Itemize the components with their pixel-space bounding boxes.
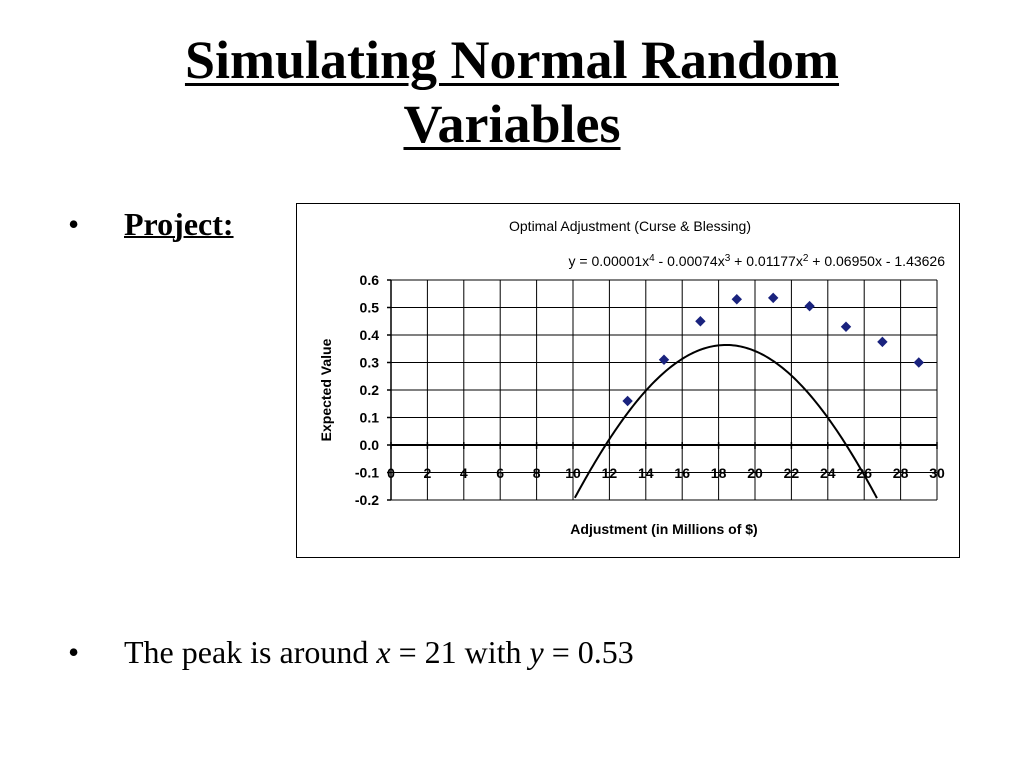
slide-title-line1: Simulating Normal Random xyxy=(184,30,840,90)
chart-grid xyxy=(390,279,938,501)
data-point xyxy=(913,357,925,368)
y-tick-label: -0.2 xyxy=(355,492,379,508)
y-tick-label: 0.2 xyxy=(360,382,380,398)
slide-title: Simulating Normal Random Variables xyxy=(0,28,1024,156)
x-tick-label: 18 xyxy=(711,465,727,481)
chart-frame: Optimal Adjustment (Curse & Blessing) y … xyxy=(296,203,960,558)
bullet-project-text: Project: xyxy=(124,206,234,242)
x-tick-label: 4 xyxy=(460,465,468,481)
chart-title: Optimal Adjustment (Curse & Blessing) xyxy=(509,218,751,234)
x-tick-labels: 0 2 4 6 8 10 12 14 16 18 20 22 24 26 28 30 xyxy=(387,465,945,481)
peak-var-y: y xyxy=(529,634,544,670)
data-point xyxy=(731,294,743,305)
peak-text-prefix: The peak is around xyxy=(124,634,377,670)
bullet-peak: • The peak is around x = 21 with y = 0.53 xyxy=(68,634,634,670)
x-tick-label: 30 xyxy=(929,465,945,481)
y-tick-label: 0.3 xyxy=(360,355,380,371)
y-tick-label: 0.4 xyxy=(360,327,380,343)
data-point xyxy=(695,316,706,327)
x-tick-label: 8 xyxy=(533,465,541,481)
y-tick-label: 0.1 xyxy=(360,410,380,426)
expected-value-chart: Optimal Adjustment (Curse & Blessing) y … xyxy=(318,218,946,537)
trendline-equation: y = 0.00001x4 - 0.00074x3 + 0.01177x2 + … xyxy=(569,253,946,270)
x-tick-label: 0 xyxy=(387,465,395,481)
data-point xyxy=(877,336,888,348)
x-tick-label: 22 xyxy=(784,465,800,481)
x-tick-label: 28 xyxy=(893,465,909,481)
y-tick-labels: 0.6 0.5 0.4 0.3 0.2 0.1 0.0 -0.1 -0.2 xyxy=(355,272,379,508)
x-tick-label: 6 xyxy=(496,465,504,481)
x-tick-label: 14 xyxy=(638,465,654,481)
x-tick-label: 2 xyxy=(424,465,432,481)
bullet-marker: • xyxy=(68,206,80,242)
peak-text-mid: = 21 with xyxy=(390,634,530,670)
x-tick-label: 16 xyxy=(674,465,690,481)
bullet-marker: • xyxy=(68,634,80,670)
x-tick-label: 20 xyxy=(747,465,763,481)
peak-text-suffix: = 0.53 xyxy=(543,634,634,670)
slide-title-line2: Variables xyxy=(403,94,621,154)
y-tick-label: 0.0 xyxy=(360,437,380,453)
y-tick-label: 0.5 xyxy=(360,300,380,316)
data-points xyxy=(622,292,925,407)
bullet-project: • Project: xyxy=(68,206,234,242)
x-axis-label: Adjustment (in Millions of $) xyxy=(570,521,757,537)
y-tick-label: -0.1 xyxy=(355,465,379,481)
data-point xyxy=(767,292,779,304)
trendline xyxy=(573,343,878,499)
y-tick-label: 0.6 xyxy=(360,272,380,288)
x-tick-label: 12 xyxy=(602,465,618,481)
peak-var-x: x xyxy=(376,634,391,670)
y-axis-label: Expected Value xyxy=(318,338,334,441)
x-tick-label: 24 xyxy=(820,465,836,481)
data-point xyxy=(804,300,815,312)
x-tick-label: 10 xyxy=(565,465,581,481)
data-point xyxy=(658,354,670,365)
data-point xyxy=(840,321,852,332)
data-point xyxy=(622,395,633,407)
